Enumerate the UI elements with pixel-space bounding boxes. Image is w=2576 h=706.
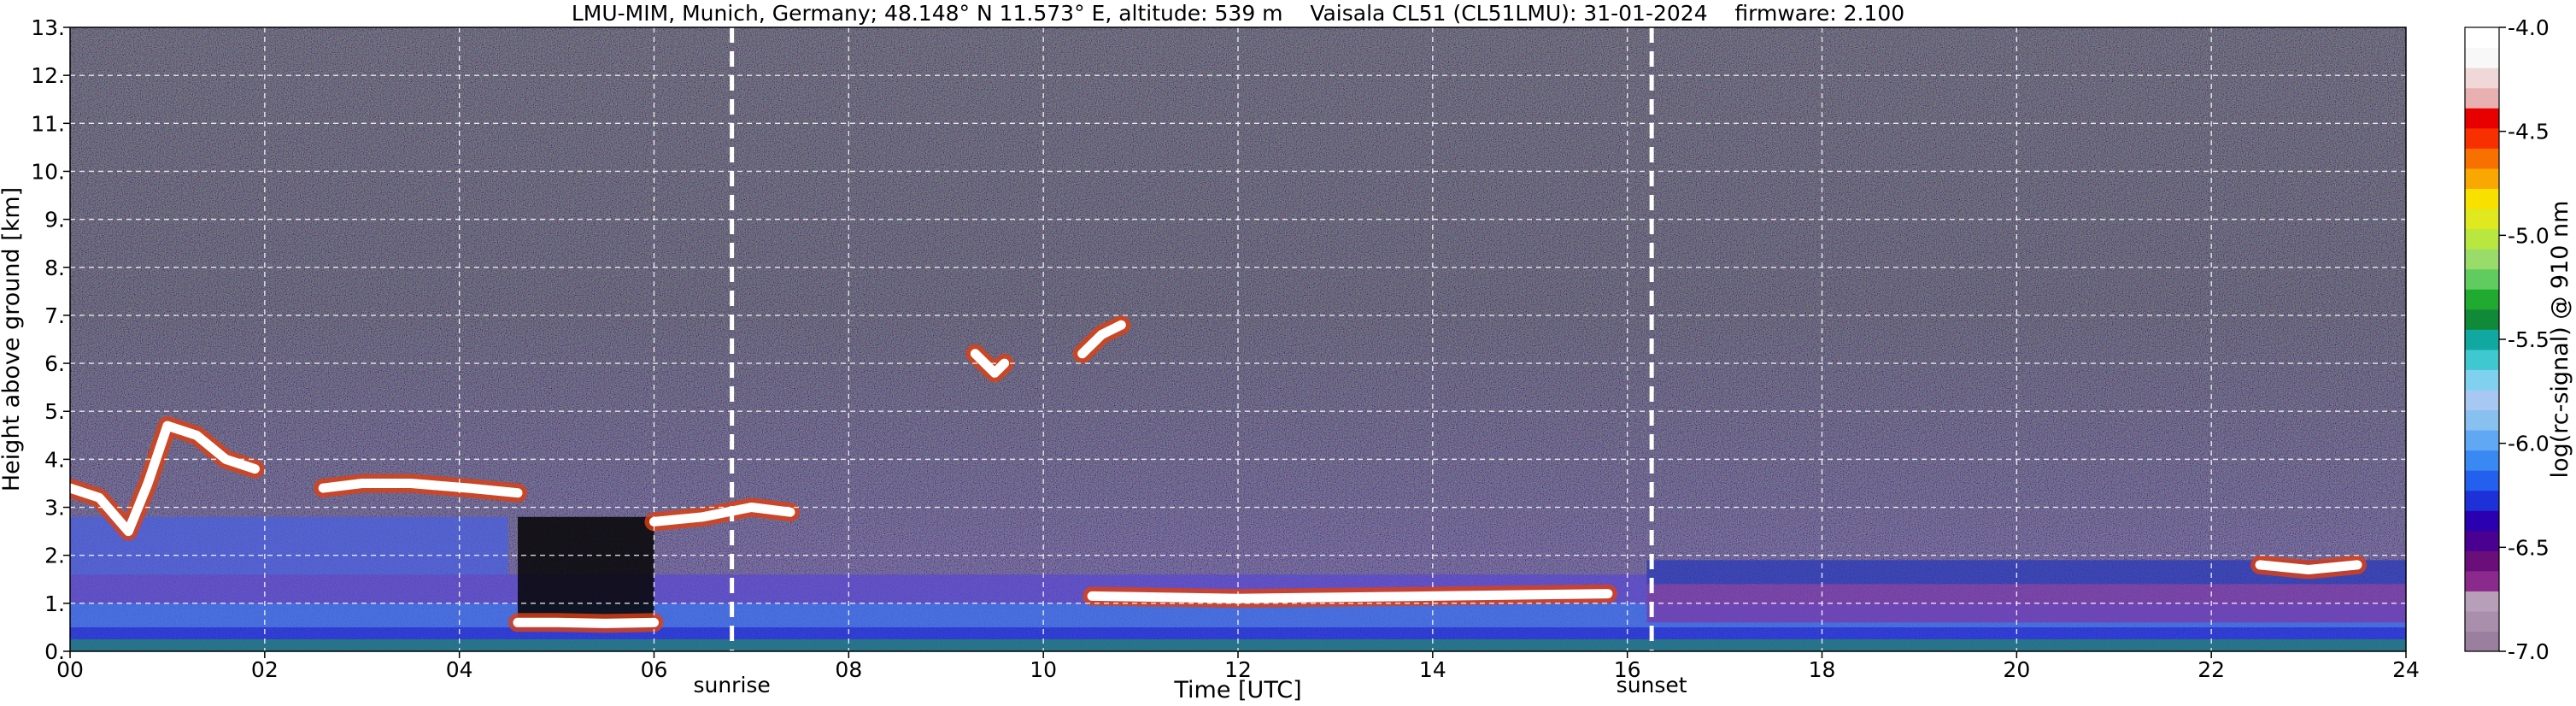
y-tick-label: 7.: [44, 303, 65, 328]
colorbar-ticks: -7.0 -6.5 -6.0 -5.5 -5.0 -4.5 -4.0: [2499, 15, 2550, 664]
y-tick-label: 8.: [44, 256, 65, 280]
colorbar-tick-label: -6.0: [2508, 432, 2550, 456]
x-tick-label: 14: [1419, 657, 1446, 682]
colorbar-swatch: [2465, 127, 2499, 149]
colorbar-tick-label: -6.5: [2508, 535, 2550, 560]
cloud-layers: [70, 315, 2367, 633]
colorbar-swatch: [2465, 591, 2499, 612]
colorbar-swatch: [2465, 268, 2499, 290]
colorbar-swatch: [2465, 530, 2499, 551]
sunrise-label: sunrise: [693, 673, 770, 697]
colorbar-swatch: [2465, 389, 2499, 411]
colorbar-tick-label: -5.0: [2508, 223, 2550, 248]
colorbar-swatch: [2465, 349, 2499, 370]
colorbar-tick-label: -5.5: [2508, 327, 2550, 352]
y-tick-label: 6.: [44, 351, 65, 376]
x-tick-label: 06: [641, 657, 668, 682]
y-tick-label: 13.: [31, 15, 65, 40]
colorbar-swatch: [2465, 510, 2499, 532]
colorbar-swatch: [2465, 490, 2499, 511]
colorbar-swatch: [2465, 289, 2499, 310]
colorbar-swatches: [2465, 27, 2499, 652]
cloud-layer: [70, 421, 260, 537]
cloud-layer: [513, 617, 659, 628]
colorbar-swatch: [2465, 470, 2499, 491]
x-tick-label: 16: [1614, 657, 1641, 682]
chart-title: LMU-MIM, Munich, Germany; 48.148° N 11.5…: [572, 1, 1904, 26]
colorbar: -7.0 -6.5 -6.0 -5.5 -5.0 -4.5 -4.0 log(rc-sign…: [2464, 15, 2573, 664]
cloud-layer: [318, 479, 523, 498]
x-tick-label: 24: [2392, 657, 2420, 682]
x-axis-label: Time [UTC]: [1173, 677, 1301, 703]
colorbar-swatch: [2465, 68, 2499, 89]
colorbar-swatch: [2465, 208, 2499, 230]
x-tick-label: 10: [1030, 657, 1057, 682]
colorbar-swatch: [2465, 570, 2499, 591]
x-tick-label: 02: [251, 657, 279, 682]
colorbar-tick-label: -4.5: [2508, 120, 2550, 144]
sunset-label: sunset: [1617, 673, 1687, 697]
y-tick-label: 9.: [44, 208, 65, 232]
y-tick-label: 5.: [44, 399, 65, 424]
x-tick-label: 04: [446, 657, 473, 682]
y-tick-label: 3.: [44, 496, 65, 521]
colorbar-swatch: [2465, 27, 2499, 49]
y-tick-label: 1.: [44, 591, 65, 616]
cloud-layer: [2255, 560, 2362, 574]
colorbar-swatch: [2465, 108, 2499, 129]
colorbar-label: log(rc-signal) @ 910 nm: [2547, 201, 2573, 479]
colorbar-swatch: [2465, 610, 2499, 632]
colorbar-swatch: [2465, 631, 2499, 652]
x-tick-label: 12: [1224, 657, 1252, 682]
colorbar-swatch: [2465, 429, 2499, 451]
colorbar-swatch: [2465, 47, 2499, 68]
colorbar-swatch: [2465, 329, 2499, 350]
colorbar-swatch: [2465, 87, 2499, 109]
grid-lines: [70, 27, 2406, 651]
sun-lines: [730, 27, 1654, 651]
colorbar-swatch: [2465, 309, 2499, 330]
cloud-layer: [1077, 320, 1126, 359]
cloud-layer: [970, 349, 1010, 378]
colorbar-swatch: [2465, 168, 2499, 189]
y-tick-label: 0.: [44, 639, 65, 664]
title: LMU-MIM, Munich, Germany; 48.148° N 11.5…: [572, 1, 1904, 26]
y-tick-label: 2.: [44, 544, 65, 568]
x-axis: 00 02 04 06 08 10 12 14 16 18 20 22 24: [56, 651, 2420, 682]
y-tick-label: 4.: [44, 447, 65, 472]
no-signal-region: [518, 516, 654, 623]
x-tick-label: 20: [2003, 657, 2030, 682]
x-tick-label: 22: [2198, 657, 2225, 682]
colorbar-tick-label: -7.0: [2508, 639, 2550, 664]
colorbar-swatch: [2465, 188, 2499, 209]
x-tick-label: 08: [835, 657, 862, 682]
cloud-layer: [649, 503, 795, 527]
cloud-layer: [1087, 589, 1613, 603]
x-tick-label: 18: [1809, 657, 1836, 682]
y-tick-label: 12.: [31, 63, 65, 88]
colorbar-swatch: [2465, 369, 2499, 391]
colorbar-swatch: [2465, 409, 2499, 431]
backscatter-band: [70, 516, 508, 575]
sun-labels: sunrise sunset: [693, 673, 1687, 697]
colorbar-swatch: [2465, 249, 2499, 270]
colorbar-tick-label: -4.0: [2508, 15, 2550, 40]
colorbar-swatch: [2465, 228, 2499, 250]
colorbar-swatch: [2465, 450, 2499, 471]
y-tick-label: 10.: [31, 159, 65, 184]
x-tick-label: 00: [56, 657, 84, 682]
y-axis: 0. 1. 2. 3. 4. 5. 6. 7. 8. 9. 10. 11. 12. 13.: [31, 15, 70, 664]
y-tick-label: 11.: [31, 111, 65, 136]
colorbar-swatch: [2465, 550, 2499, 572]
y-axis-label: Height above ground [km]: [0, 187, 25, 491]
colorbar-swatch: [2465, 148, 2499, 169]
